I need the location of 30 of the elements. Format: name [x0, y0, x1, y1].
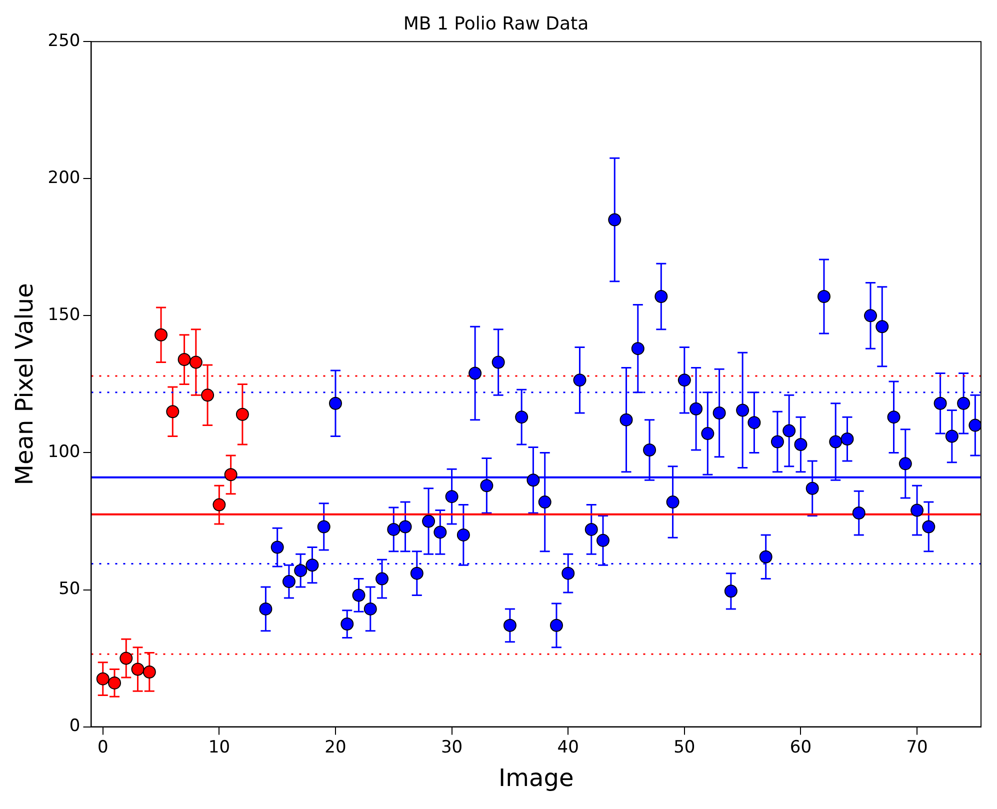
x-tick-label: 30 [440, 737, 463, 758]
y-tick-label: 200 [48, 168, 80, 188]
point [154, 328, 168, 342]
x-tick-label: 40 [557, 737, 579, 758]
chart-title: MB 1 Polio Raw Data [403, 13, 589, 34]
y-tick-label: 250 [48, 31, 80, 52]
x-tick-label: 20 [324, 737, 346, 758]
point [178, 353, 191, 366]
point [236, 408, 249, 421]
point [224, 468, 238, 482]
point [120, 652, 133, 665]
y-tick-label: 150 [48, 305, 80, 326]
x-tick-label: 50 [674, 737, 696, 758]
point [96, 672, 110, 686]
point [142, 665, 156, 678]
y-tick-label: 50 [58, 579, 80, 600]
y-tick-label: 100 [48, 442, 80, 462]
point [212, 498, 226, 512]
point [166, 405, 180, 418]
x-tick-label: 70 [906, 737, 928, 758]
y-axis-title: Mean Pixel Value [10, 283, 39, 486]
point [189, 356, 202, 369]
y-tick-label: 0 [69, 716, 80, 736]
x-axis-title: Image [498, 764, 574, 792]
x-tick-label: 60 [790, 737, 812, 758]
x-tick-label: 10 [208, 737, 230, 758]
x-tick-label: 0 [97, 737, 108, 758]
point [108, 676, 122, 690]
point [131, 662, 144, 676]
point [201, 388, 214, 402]
